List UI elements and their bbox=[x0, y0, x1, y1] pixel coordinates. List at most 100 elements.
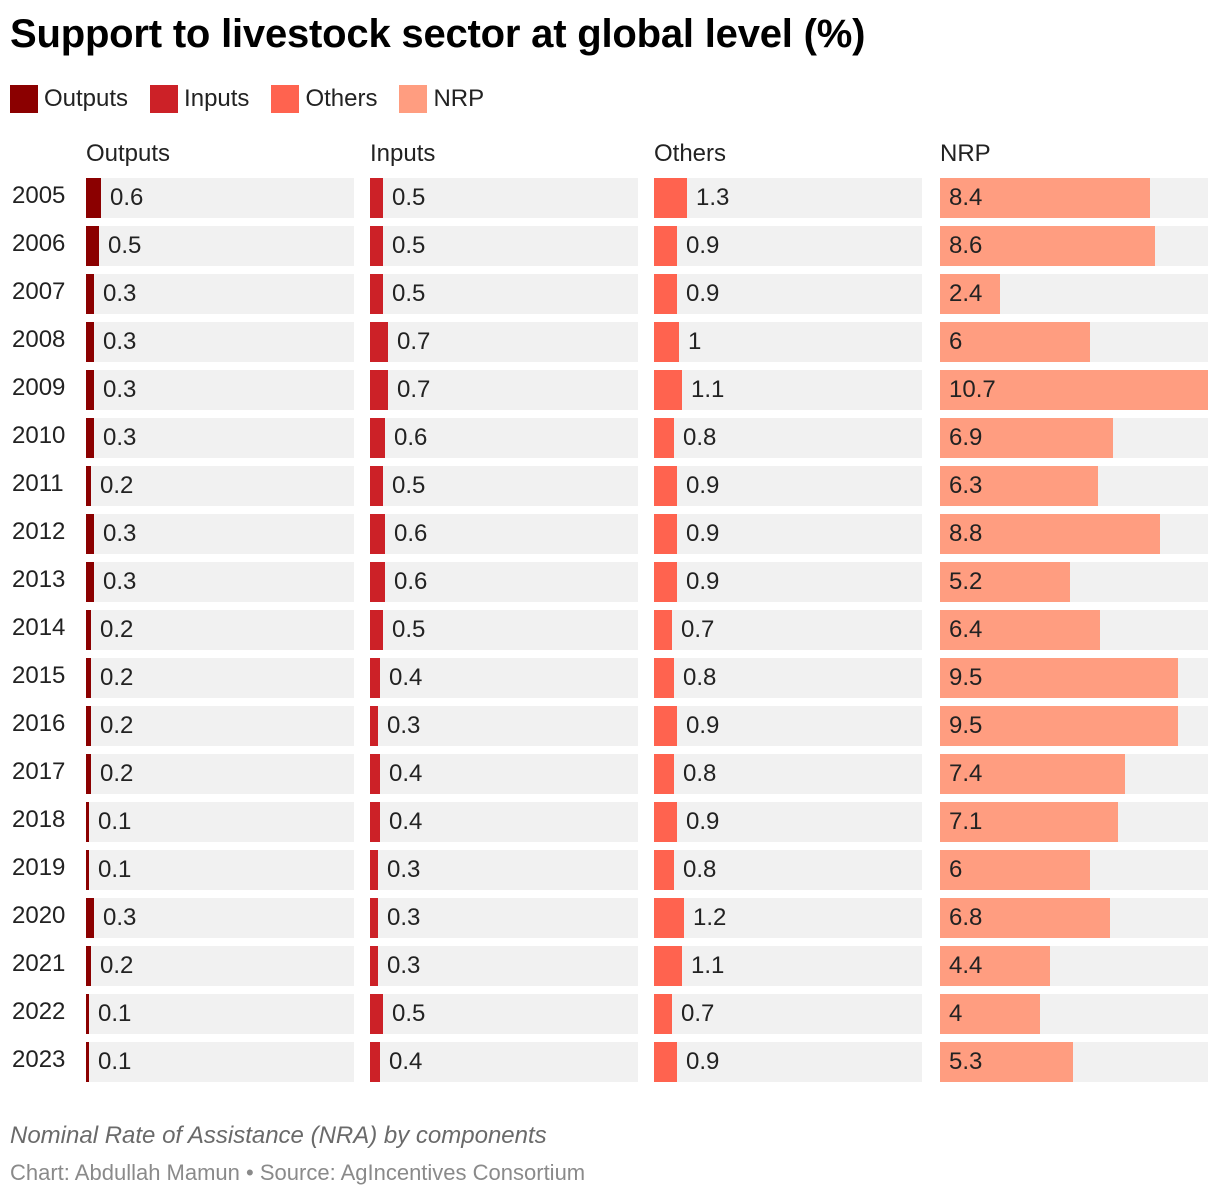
bar-inputs-2009 bbox=[370, 370, 388, 410]
chart-source: Source: AgIncentives Consortium bbox=[259, 1160, 586, 1185]
value-label-inputs-2008: 0.7 bbox=[397, 328, 431, 355]
bar-others-2018 bbox=[654, 802, 677, 842]
bar-inputs-2012 bbox=[370, 514, 385, 554]
bar-track-inputs-2018 bbox=[370, 802, 638, 842]
value-label-outputs-2010: 0.3 bbox=[103, 424, 137, 451]
bar-track-outputs-2007 bbox=[86, 274, 354, 314]
bar-others-2022 bbox=[654, 994, 672, 1034]
value-label-others-2005: 1.3 bbox=[696, 184, 730, 211]
value-label-outputs-2022: 0.1 bbox=[98, 1000, 132, 1027]
credits-separator: • bbox=[246, 1160, 254, 1185]
value-label-outputs-2018: 0.1 bbox=[98, 808, 132, 835]
bar-track-outputs-2019 bbox=[86, 850, 354, 890]
bar-track-outputs-2012 bbox=[86, 514, 354, 554]
year-label-2020: 2020 bbox=[12, 902, 66, 929]
value-label-inputs-2010: 0.6 bbox=[394, 424, 428, 451]
panel-title-others: Others bbox=[654, 140, 727, 167]
bar-track-outputs-2022 bbox=[86, 994, 354, 1034]
bar-track-others-2012 bbox=[654, 514, 922, 554]
legend-swatch-inputs bbox=[150, 85, 179, 113]
bar-track-inputs-2022 bbox=[370, 994, 638, 1034]
bar-nrp-2006 bbox=[940, 226, 1155, 266]
bar-inputs-2017 bbox=[370, 754, 380, 794]
bar-track-outputs-2014 bbox=[86, 610, 354, 650]
bar-track-outputs-2015 bbox=[86, 658, 354, 698]
value-label-others-2022: 0.7 bbox=[681, 1000, 715, 1027]
value-label-outputs-2021: 0.2 bbox=[100, 952, 134, 979]
legend-label-inputs: Inputs bbox=[184, 85, 250, 112]
value-label-nrp-2013: 5.2 bbox=[949, 568, 983, 595]
value-label-nrp-2017: 7.4 bbox=[949, 760, 983, 787]
bar-inputs-2014 bbox=[370, 610, 383, 650]
value-label-others-2010: 0.8 bbox=[683, 424, 717, 451]
bar-outputs-2005 bbox=[86, 178, 101, 218]
bar-outputs-2010 bbox=[86, 418, 94, 458]
value-label-inputs-2011: 0.5 bbox=[392, 472, 426, 499]
value-label-inputs-2019: 0.3 bbox=[387, 856, 421, 883]
value-label-inputs-2012: 0.6 bbox=[394, 520, 428, 547]
value-label-nrp-2019: 6 bbox=[949, 856, 963, 883]
bar-track-inputs-2007 bbox=[370, 274, 638, 314]
bar-nrp-2016 bbox=[940, 706, 1178, 746]
bar-track-outputs-2006 bbox=[86, 226, 354, 266]
bar-track-outputs-2021 bbox=[86, 946, 354, 986]
chart-author: Chart: Abdullah Mamun bbox=[10, 1160, 240, 1185]
bar-outputs-2006 bbox=[86, 226, 99, 266]
bar-track-inputs-2008 bbox=[370, 322, 638, 362]
year-label-2017: 2017 bbox=[12, 758, 66, 785]
bar-nrp-2012 bbox=[940, 514, 1160, 554]
legend-item-others: Others bbox=[271, 85, 377, 113]
bar-outputs-2018 bbox=[86, 802, 89, 842]
bar-outputs-2008 bbox=[86, 322, 94, 362]
bar-outputs-2015 bbox=[86, 658, 91, 698]
bar-track-outputs-2008 bbox=[86, 322, 354, 362]
value-label-others-2015: 0.8 bbox=[683, 664, 717, 691]
bar-track-others-2021 bbox=[654, 946, 922, 986]
bar-inputs-2020 bbox=[370, 898, 378, 938]
bar-outputs-2019 bbox=[86, 850, 89, 890]
value-label-inputs-2007: 0.5 bbox=[392, 280, 426, 307]
bar-others-2013 bbox=[654, 562, 677, 602]
year-label-2013: 2013 bbox=[12, 566, 66, 593]
bar-track-others-2006 bbox=[654, 226, 922, 266]
year-label-2005: 2005 bbox=[12, 182, 66, 209]
bar-outputs-2007 bbox=[86, 274, 94, 314]
year-label-2010: 2010 bbox=[12, 422, 66, 449]
value-label-inputs-2009: 0.7 bbox=[397, 376, 431, 403]
value-label-outputs-2012: 0.3 bbox=[103, 520, 137, 547]
bar-track-outputs-2010 bbox=[86, 418, 354, 458]
year-label-2012: 2012 bbox=[12, 518, 66, 545]
bar-track-inputs-2016 bbox=[370, 706, 638, 746]
legend-swatch-others bbox=[271, 85, 300, 113]
legend-item-outputs: Outputs bbox=[10, 85, 128, 113]
bar-nrp-2014 bbox=[940, 610, 1100, 650]
chart-title: Support to livestock sector at global le… bbox=[10, 12, 866, 56]
bar-others-2015 bbox=[654, 658, 674, 698]
bar-nrp-2020 bbox=[940, 898, 1110, 938]
bar-inputs-2019 bbox=[370, 850, 378, 890]
bar-track-inputs-2014 bbox=[370, 610, 638, 650]
value-label-outputs-2005: 0.6 bbox=[110, 184, 144, 211]
bar-track-inputs-2010 bbox=[370, 418, 638, 458]
value-label-others-2020: 1.2 bbox=[693, 904, 727, 931]
value-label-nrp-2006: 8.6 bbox=[949, 232, 983, 259]
value-label-nrp-2015: 9.5 bbox=[949, 664, 983, 691]
value-label-nrp-2022: 4 bbox=[949, 1000, 963, 1027]
value-label-nrp-2020: 6.8 bbox=[949, 904, 983, 931]
year-label-2018: 2018 bbox=[12, 806, 66, 833]
bar-track-others-2013 bbox=[654, 562, 922, 602]
value-label-outputs-2013: 0.3 bbox=[103, 568, 137, 595]
bar-track-others-2009 bbox=[654, 370, 922, 410]
panel-title-outputs: Outputs bbox=[86, 140, 171, 167]
value-label-inputs-2023: 0.4 bbox=[389, 1048, 423, 1075]
bar-inputs-2007 bbox=[370, 274, 383, 314]
value-label-outputs-2019: 0.1 bbox=[98, 856, 132, 883]
bar-others-2005 bbox=[654, 178, 687, 218]
bar-track-others-2022 bbox=[654, 994, 922, 1034]
value-label-others-2007: 0.9 bbox=[686, 280, 720, 307]
value-label-inputs-2013: 0.6 bbox=[394, 568, 428, 595]
bar-nrp-2021 bbox=[940, 946, 1050, 986]
bar-track-outputs-2009 bbox=[86, 370, 354, 410]
bar-track-outputs-2011 bbox=[86, 466, 354, 506]
bar-track-outputs-2017 bbox=[86, 754, 354, 794]
